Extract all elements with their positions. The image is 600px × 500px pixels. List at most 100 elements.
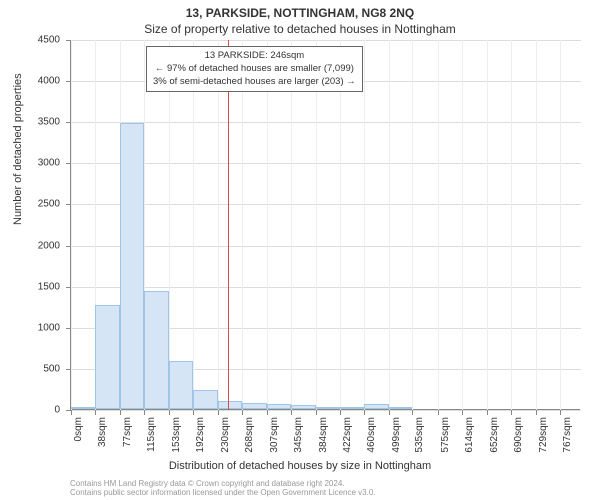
x-tick [389,410,390,415]
histogram-bar [144,291,168,409]
x-tick [340,410,341,415]
annotation-line-2: ← 97% of detached houses are smaller (7,… [153,63,356,76]
x-tick [536,410,537,415]
histogram-bar [218,401,242,409]
x-tick-label: 652sqm [489,417,500,453]
page-subtitle: Size of property relative to detached ho… [0,20,600,40]
x-tick-label: 115sqm [146,417,157,452]
histogram-chart: 13 PARKSIDE: 246sqm← 97% of detached hou… [70,40,580,410]
y-tick-label: 3000 [0,158,60,169]
x-tick [144,410,145,415]
x-tick-label: 422sqm [342,417,353,453]
histogram-bar [71,407,95,409]
histogram-bar [340,407,364,409]
x-tick [267,410,268,415]
x-tick [218,410,219,415]
y-tick-label: 2000 [0,240,60,251]
x-tick-label: 77sqm [122,417,133,447]
histogram-bar [267,404,291,409]
x-tick [193,410,194,415]
footer-line-2: Contains public sector information licen… [70,488,376,498]
gridline-vertical [169,40,170,410]
page-title: 13, PARKSIDE, NOTTINGHAM, NG8 2NQ [0,0,600,20]
gridline-vertical [340,40,341,410]
histogram-bar [120,123,144,409]
gridline-horizontal [71,163,581,164]
histogram-bar [364,404,389,409]
gridline-vertical [267,40,268,410]
gridline-vertical [412,40,413,410]
x-tick [462,410,463,415]
y-tick-label: 3500 [0,117,60,128]
x-tick [364,410,365,415]
y-tick-label: 1500 [0,281,60,292]
gridline-vertical [487,40,488,410]
histogram-bar [169,361,194,409]
x-tick [291,410,292,415]
x-tick-label: 345sqm [293,417,304,453]
y-tick-label: 4000 [0,76,60,87]
gridline-vertical [536,40,537,410]
x-tick-label: 0sqm [73,417,84,441]
x-tick [242,410,243,415]
x-tick [487,410,488,415]
x-tick-label: 307sqm [269,417,280,453]
histogram-bar [242,403,267,409]
x-tick [95,410,96,415]
x-tick-label: 153sqm [171,417,182,453]
y-tick-label: 2500 [0,199,60,210]
annotation-line-1: 13 PARKSIDE: 246sqm [153,50,356,63]
x-tick-label: 535sqm [414,417,425,453]
annotation-line-3: 3% of semi-detached houses are larger (2… [153,76,356,89]
x-tick [316,410,317,415]
x-tick-label: 499sqm [391,417,402,453]
gridline-vertical [71,40,72,410]
x-tick-label: 38sqm [97,417,108,447]
x-tick-label: 460sqm [366,417,377,453]
gridline-horizontal [71,122,581,123]
x-tick [71,410,72,415]
x-tick-label: 384sqm [318,417,329,453]
gridline-horizontal [71,40,581,41]
x-tick [438,410,439,415]
histogram-bar [95,305,120,409]
gridline-vertical [438,40,439,410]
x-tick-label: 729sqm [538,417,549,453]
x-axis-label: Distribution of detached houses by size … [0,460,600,472]
x-tick [169,410,170,415]
histogram-bar [389,407,412,409]
gridline-vertical [511,40,512,410]
gridline-vertical [193,40,194,410]
x-tick [120,410,121,415]
gridline-horizontal [71,246,581,247]
footer-attribution: Contains HM Land Registry data © Crown c… [70,479,376,498]
histogram-bar [193,390,217,409]
gridline-vertical [291,40,292,410]
gridline-vertical [462,40,463,410]
reference-line [228,40,229,410]
x-tick [412,410,413,415]
gridline-horizontal [71,287,581,288]
x-tick-label: 192sqm [195,417,206,453]
annotation-box: 13 PARKSIDE: 246sqm← 97% of detached hou… [146,46,363,92]
y-tick-label: 4500 [0,35,60,46]
x-tick-label: 575sqm [440,417,451,453]
x-tick [560,410,561,415]
gridline-vertical [316,40,317,410]
x-tick [511,410,512,415]
x-tick-label: 767sqm [562,417,573,453]
y-tick-label: 500 [0,363,60,374]
gridline-vertical [560,40,561,410]
gridline-vertical [242,40,243,410]
footer-line-1: Contains HM Land Registry data © Crown c… [70,479,376,489]
x-tick-label: 268sqm [244,417,255,453]
gridline-vertical [389,40,390,410]
gridline-vertical [364,40,365,410]
plot-area: 13 PARKSIDE: 246sqm← 97% of detached hou… [70,40,580,410]
y-tick-label: 1000 [0,322,60,333]
gridline-horizontal [71,410,581,411]
gridline-horizontal [71,204,581,205]
x-tick-label: 614sqm [464,417,475,453]
histogram-bar [316,407,340,409]
y-tick-label: 0 [0,405,60,416]
